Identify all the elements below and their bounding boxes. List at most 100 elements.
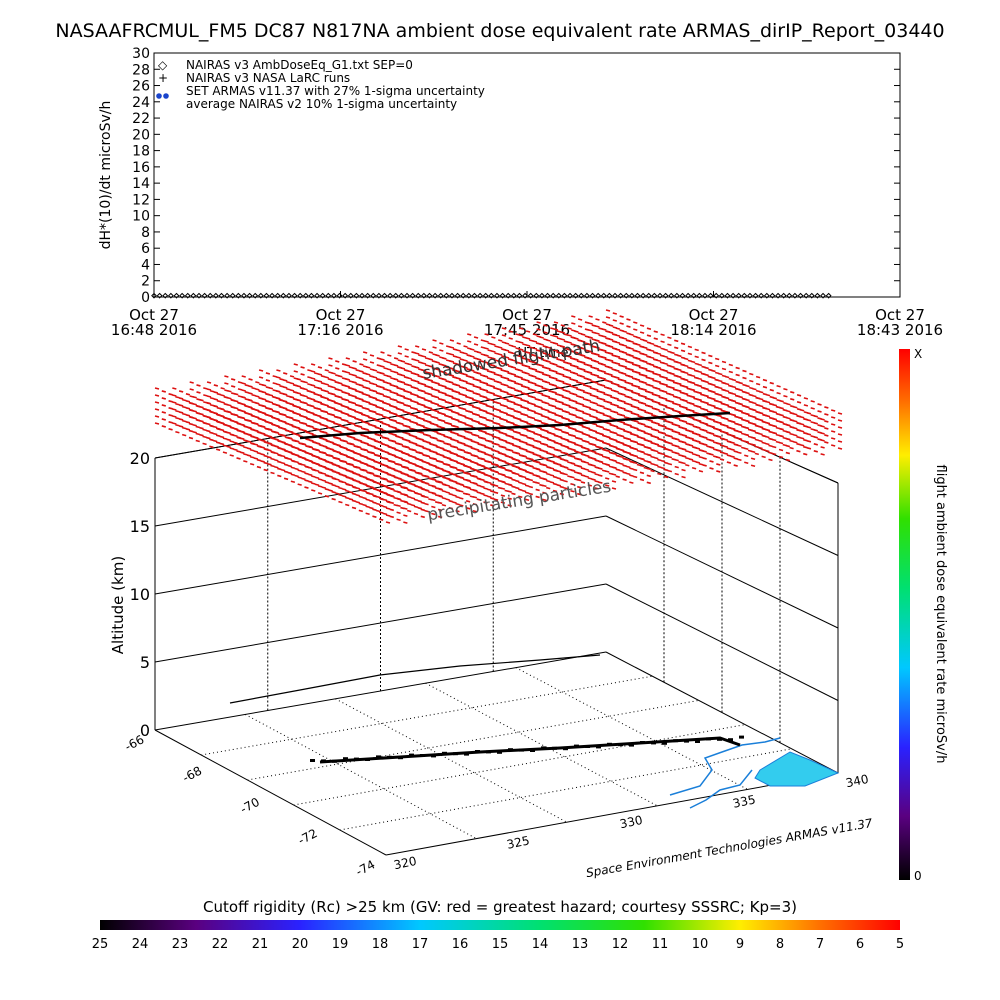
- precip-dash: [484, 466, 489, 470]
- precip-dash: [607, 394, 613, 397]
- precip-dash: [477, 477, 482, 481]
- precip-dash: [457, 448, 462, 451]
- precip-dash: [665, 420, 670, 423]
- precip-dash: [362, 379, 368, 382]
- precip-dash: [272, 382, 277, 385]
- precip-dash: [154, 408, 160, 411]
- precip-dash: [479, 401, 484, 405]
- precip-dash: [421, 362, 427, 365]
- precip-dash: [539, 449, 545, 452]
- precip-dash: [463, 457, 469, 461]
- precip-dash: [713, 441, 718, 444]
- precip-dash: [345, 378, 351, 381]
- precip-dash: [713, 448, 718, 451]
- series-marker: [797, 292, 804, 299]
- precip-dash: [623, 430, 629, 433]
- precip-dash: [615, 468, 620, 471]
- precip-dash: [181, 405, 187, 409]
- precip-dash: [577, 360, 582, 363]
- precip-dash: [283, 393, 288, 396]
- precip-dash: [662, 418, 667, 421]
- precip-dash: [268, 442, 273, 446]
- precip-dash: [502, 460, 507, 463]
- precip-dash: [397, 477, 403, 481]
- precip-dash: [372, 515, 377, 518]
- precip-dash: [400, 479, 406, 482]
- precip-dash: [611, 480, 617, 483]
- precip-dash: [326, 419, 332, 423]
- precip-dash: [557, 463, 562, 467]
- precip-dash: [261, 439, 266, 443]
- precip-dash: [524, 498, 530, 502]
- precip-dash: [449, 346, 455, 349]
- precip-dash: [500, 404, 505, 407]
- precip-dash: [417, 409, 422, 413]
- precip-dash: [634, 413, 640, 416]
- series-marker: [314, 292, 320, 299]
- precip-dash: [313, 420, 318, 424]
- precip-dash: [243, 432, 249, 436]
- precip-dash: [723, 445, 728, 448]
- precip-dash: [640, 450, 645, 454]
- precip-dash: [267, 463, 272, 466]
- precip-dash: [431, 505, 436, 509]
- precip-dash: [390, 488, 395, 491]
- precip-dash: [300, 366, 305, 369]
- precip-dash: [254, 429, 259, 433]
- precip-dash: [317, 478, 323, 481]
- precip-dash: [519, 362, 524, 365]
- precip-dash: [469, 481, 475, 484]
- precip-dash: [383, 388, 388, 391]
- precip-dash: [438, 495, 444, 498]
- precip-dash: [386, 409, 391, 413]
- precip-dash: [662, 425, 667, 428]
- precip-dash: [337, 423, 342, 427]
- precip-dash: [550, 355, 555, 358]
- precip-dash: [341, 384, 347, 387]
- precip-dash: [313, 372, 319, 375]
- precip-dash: [368, 423, 373, 427]
- precip-dash: [535, 377, 541, 380]
- precip-dash: [294, 474, 299, 478]
- precip-dash: [550, 453, 555, 457]
- precip-dash: [341, 377, 347, 380]
- precip-dash: [376, 364, 381, 367]
- precip-dash: [366, 471, 372, 475]
- precip-dash: [249, 455, 255, 459]
- precip-dash: [293, 377, 298, 380]
- precip-dash: [508, 330, 513, 333]
- precip-dash: [498, 452, 503, 455]
- precip-dash: [203, 415, 208, 418]
- precip-dash: [413, 512, 419, 516]
- precip-dash: [379, 407, 385, 410]
- precip-dash: [587, 385, 592, 388]
- precip-dash: [292, 404, 298, 408]
- precip-dash: [616, 434, 622, 437]
- precip-dash: [485, 432, 490, 436]
- precip-dash: [573, 464, 579, 467]
- precip-dash: [579, 403, 585, 406]
- precip-dash: [440, 426, 446, 430]
- precip-dash: [308, 453, 314, 456]
- precip-dash: [575, 429, 580, 433]
- precip-dash: [458, 406, 464, 410]
- precip-dash: [450, 459, 455, 462]
- precip-dash: [264, 420, 270, 424]
- precip-dash: [577, 472, 583, 475]
- precip-dash: [370, 465, 376, 469]
- precip-dash: [428, 477, 434, 481]
- precip-dash: [404, 348, 409, 351]
- precip-dash: [552, 489, 558, 493]
- precip-dash: [420, 515, 425, 519]
- precip-dash: [243, 460, 248, 463]
- precip-dash: [418, 479, 423, 483]
- precip-dash: [351, 492, 357, 496]
- precip-dash: [648, 412, 654, 415]
- precip-dash: [396, 511, 401, 515]
- precip-dash: [682, 434, 688, 437]
- precip-dash: [647, 460, 652, 464]
- precip-dash: [492, 435, 497, 439]
- precip-dash: [606, 435, 611, 439]
- precip-dash: [189, 416, 194, 419]
- precip-dash: [563, 375, 568, 378]
